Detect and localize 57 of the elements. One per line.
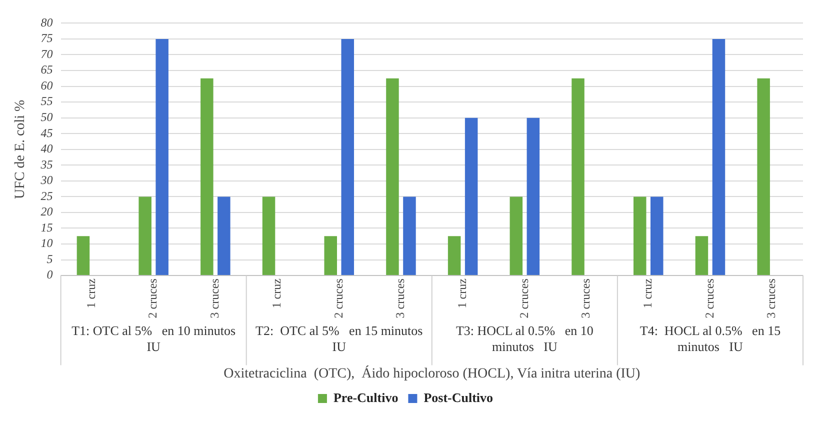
bar <box>448 236 461 276</box>
bar <box>757 78 770 276</box>
legend-label: Post-Cultivo <box>424 390 494 405</box>
x-tick-label: 3 cruces <box>393 278 408 318</box>
bar <box>156 38 168 276</box>
x-tick-label: 1 cruz <box>84 278 98 308</box>
y-tick-label: 25 <box>40 188 53 203</box>
y-tick-label: 15 <box>40 220 53 234</box>
bar <box>526 118 540 276</box>
y-tick-label: 45 <box>40 126 53 140</box>
text: T4: HOCL al 0.5% en 15 minutos IU <box>640 323 781 354</box>
y-tick-label: 70 <box>40 46 53 61</box>
y-tick-label: 10 <box>40 236 53 250</box>
x-tick-label: 2 cruces <box>146 278 160 318</box>
legend-label: Pre-Cultivo <box>333 390 398 405</box>
bar <box>200 78 214 276</box>
bar <box>386 78 399 276</box>
y-tick-label: 75 <box>40 31 53 46</box>
y-tick-label: 20 <box>40 204 53 219</box>
bar <box>76 236 90 276</box>
y-tick-label: 40 <box>40 142 53 156</box>
bar <box>262 196 276 276</box>
text: T1: OTC al 5% en 10 minutos IU <box>72 323 236 354</box>
y-tick-label: 50 <box>40 110 53 124</box>
y-tick-label: 80 <box>40 15 53 30</box>
bar <box>341 38 354 276</box>
x-tick-label: 1 cruz <box>640 278 655 308</box>
y-axis-title: UFC de E. coli % <box>13 99 28 199</box>
y-tick-label: 55 <box>40 94 53 108</box>
y-tick-label: 65 <box>40 62 53 77</box>
x-tick-label: 3 cruces <box>208 278 222 318</box>
text: T3: HOCL al 0.5% en 10 minutos IU <box>456 323 594 354</box>
y-tick-label: 30 <box>40 173 53 188</box>
bar <box>650 196 664 276</box>
bar <box>712 38 726 276</box>
y-tick-label: 60 <box>40 78 53 92</box>
y-tick-label: 5 <box>46 252 53 266</box>
bar <box>695 236 708 276</box>
text: T2: OTC al 5% en 15 minutos IU <box>256 323 423 354</box>
x-tick-label: 1 cruz <box>454 278 469 308</box>
bar <box>218 196 230 276</box>
x-tick-label: 2 cruces <box>516 278 531 318</box>
bar <box>138 196 152 276</box>
x-tick-label: 3 cruces <box>764 278 778 318</box>
bar <box>464 118 478 276</box>
x-tick-label: 2 cruces <box>331 278 346 318</box>
y-tick-label: 35 <box>40 157 53 172</box>
x-tick-label: 3 cruces <box>578 278 593 318</box>
bar <box>403 196 416 276</box>
bar <box>572 78 584 276</box>
bar <box>324 236 337 276</box>
x-axis-title: Oxitetraciclina (OTC), Áido hipocloroso (HOCL), Vía initra uterina (IU) <box>224 364 640 382</box>
x-tick-label: 1 cruz <box>269 278 284 308</box>
y-tick-label: 0 <box>46 268 53 282</box>
x-tick-label: 2 cruces <box>702 278 716 318</box>
bar <box>633 196 646 276</box>
bar <box>510 196 523 276</box>
